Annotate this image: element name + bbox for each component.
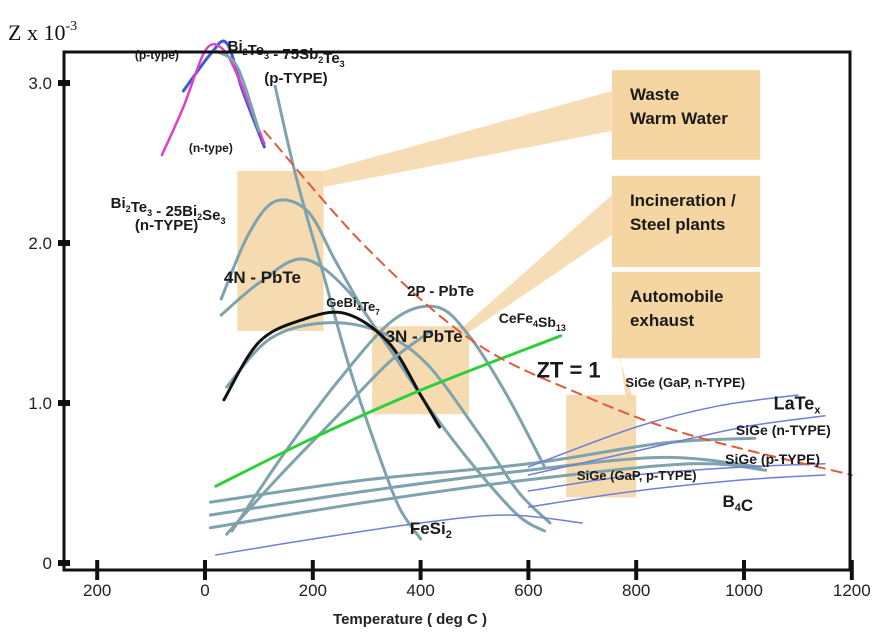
application-boxes: Waste Warm Water Incineration / Steel plant… [611, 70, 761, 359]
lbl-gebite: GeBi4Te7 [326, 295, 380, 317]
y-tick-mark [58, 80, 70, 86]
box-incineration-label: Incineration / Steel plants [630, 191, 736, 234]
lbl-cefesb: CeFe4Sb13 [499, 310, 566, 333]
series-cefesb [214, 334, 563, 488]
series-sige-gap-n [527, 394, 799, 468]
lbl-late: LaTex [774, 393, 822, 416]
box-waste [611, 70, 761, 160]
lbl-2p: 2P - PbTe [407, 283, 474, 300]
series-sige-extra-gray [208, 462, 768, 530]
plot-frame [62, 50, 852, 572]
region-bi [237, 171, 324, 331]
series-bi-n-gray [219, 198, 363, 309]
lbl-zt: ZT = 1 [536, 357, 600, 382]
application-links [323, 91, 637, 407]
box-automobile-label: Automobile exhaust [630, 287, 724, 330]
x-tick-label: 200 [299, 581, 327, 600]
series-fesi2 [215, 514, 584, 556]
series-b4c [527, 474, 826, 508]
series-zt-line [263, 130, 853, 476]
box-incineration [611, 175, 761, 267]
lbl-3n: 3N - PbTe [386, 327, 463, 346]
y-header: Z x 10-3 [8, 19, 77, 45]
series-pbte-4n [219, 257, 547, 533]
y-header-exponent: -3 [65, 19, 77, 34]
series-sige-p-gray [208, 455, 762, 517]
box-waste-link [323, 91, 612, 187]
series-gebite [222, 310, 441, 429]
y-tick-label: 3.0 [28, 74, 52, 93]
y-tick-mark [58, 240, 70, 246]
box-automobile [611, 271, 761, 359]
lbl-sige-n: SiGe (n-TYPE) [736, 422, 831, 438]
x-tick-label: 1000 [725, 581, 763, 600]
lbl-sige-p: SiGe (p-TYPE) [725, 451, 820, 467]
box-automobile-link [611, 299, 637, 407]
x-tick-label: 0 [200, 581, 209, 600]
lbl-4n: 4N - PbTe [224, 268, 301, 287]
lbl-n-type: (n-type) [189, 141, 233, 155]
y-axis-ticks: 0 1.0 2.0 3.0 [28, 74, 70, 573]
y-tick-mark [58, 400, 70, 406]
y-tick-label: 2.0 [28, 234, 52, 253]
lbl-p-type: (p-type) [135, 48, 179, 62]
x-tick-label: 200 [83, 581, 111, 600]
y-tick-label: 1.0 [28, 394, 52, 413]
box-incineration-link [463, 195, 612, 336]
series-sige-gap-p [527, 463, 826, 492]
lbl-bi-p: Bi2Te3 - 75Sb2Te3 [228, 38, 345, 69]
lbl-sige-gap-n: SiGe (GaP, n-TYPE) [625, 375, 745, 390]
x-tick-label: 800 [622, 581, 650, 600]
series-curves [160, 39, 853, 556]
series-late [527, 415, 826, 476]
lbl-b4c: B4C [722, 492, 753, 515]
x-tick-label: 1200 [833, 581, 871, 600]
lbl-n-type-big: (n-TYPE) [135, 217, 198, 234]
y-tick-label: 0 [43, 554, 52, 573]
lbl-bi-n: Bi2Te3 - 25Bi2Se3 [111, 195, 226, 226]
y-tick-mark [58, 560, 70, 566]
series-bi-p-blue [181, 39, 266, 149]
lbl-p-type-big: (p-TYPE) [264, 70, 327, 87]
series-bi-p-magenta [160, 42, 266, 157]
x-tick-label: 400 [406, 581, 434, 600]
x-tick-label: 600 [514, 581, 542, 600]
series-bi-tall-gray [273, 84, 423, 541]
box-waste-label: Waste Warm Water [630, 85, 728, 128]
x-axis-title: Temperature ( deg C ) [333, 611, 487, 628]
lbl-fesi2: FeSi2 [410, 519, 452, 541]
lbl-sige-gap-p: SiGe (GaP, p-TYPE) [577, 468, 697, 483]
x-axis-ticks: 200 0 200 400 600 800 1000 1200 [83, 560, 871, 600]
